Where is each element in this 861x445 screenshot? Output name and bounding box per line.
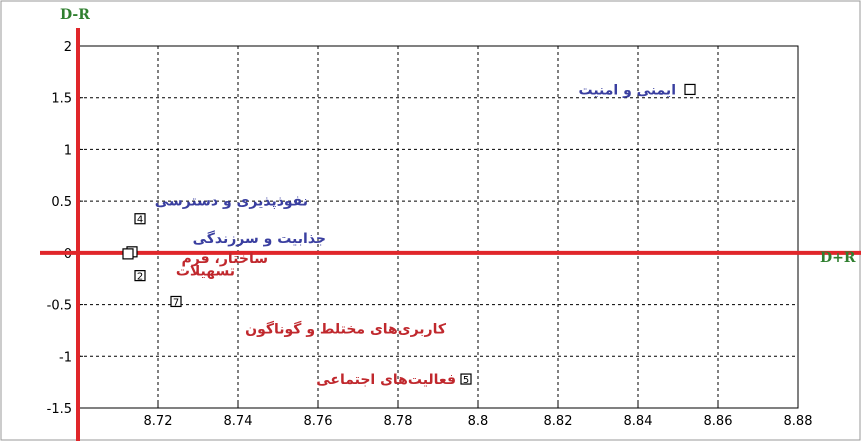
x-tick-label: 8.72 (144, 414, 173, 429)
x-tick-label: 8.82 (544, 414, 573, 429)
point-id: 2 (137, 272, 143, 283)
y-tick-label: 0.5 (51, 195, 72, 210)
x-tick-label: 8.74 (224, 414, 253, 429)
y-tick-label: 1.5 (51, 92, 72, 107)
y-tick-label: -1 (59, 350, 72, 365)
y-tick-label: 1 (64, 143, 72, 158)
x-tick-label: 8.84 (624, 414, 653, 429)
data-point: 2 تسهیلات (134, 264, 235, 283)
point-id: 5 (463, 375, 469, 386)
data-point: 4 نفوذپذیری و دسترسی (134, 194, 308, 226)
x-tick-label: 8.78 (384, 414, 413, 429)
data-point: 7 کاربری‌های مختلط و گوناگون (170, 295, 447, 337)
x-tick-label: 8.86 (704, 414, 733, 429)
point-id: 4 (137, 215, 143, 226)
y-tick-label: -0.5 (47, 299, 72, 314)
point-id: 7 (173, 297, 179, 308)
y-axis-title: D-R (60, 7, 90, 23)
point-marker (134, 213, 146, 225)
point-marker (460, 373, 472, 385)
x-axis-title: D+R (820, 250, 856, 266)
data-point: ایمنی و امنیت (579, 82, 696, 98)
x-tick-label: 8.88 (784, 414, 813, 429)
point-label: نفوذپذیری و دسترسی (155, 194, 308, 210)
point-label: ساختار، فرم (182, 251, 268, 267)
data-point: ساختار، فرم (122, 248, 268, 267)
point-marker (122, 248, 134, 260)
point-marker (684, 83, 696, 96)
y-tick-label: 2 (64, 40, 72, 55)
x-tick-label: 8.76 (304, 414, 333, 429)
point-label: جذابیت و سرزندگی (193, 230, 326, 247)
y-tick-label: -1.5 (47, 402, 72, 417)
point-marker (134, 270, 146, 282)
point-marker (170, 295, 182, 308)
point-label: فعالیت‌های اجتماعی (316, 372, 456, 388)
point-label: کاربری‌های مختلط و گوناگون (245, 320, 447, 337)
data-points: ایمنی و امنیت 4 نفوذپذیری و دسترسی جذابیت و… (122, 82, 696, 388)
grid (78, 46, 798, 408)
point-label: تسهیلات (176, 264, 235, 280)
zero-axes (40, 28, 861, 441)
tick-labels: 8.72 8.74 8.76 8.78 8.8 8.82 8.84 8.86 8.88 -1.5 -… (47, 40, 813, 429)
x-tick-label: 8.8 (468, 414, 489, 429)
data-point: 5 فعالیت‌های اجتماعی (316, 372, 472, 388)
point-label: ایمنی و امنیت (579, 82, 677, 98)
